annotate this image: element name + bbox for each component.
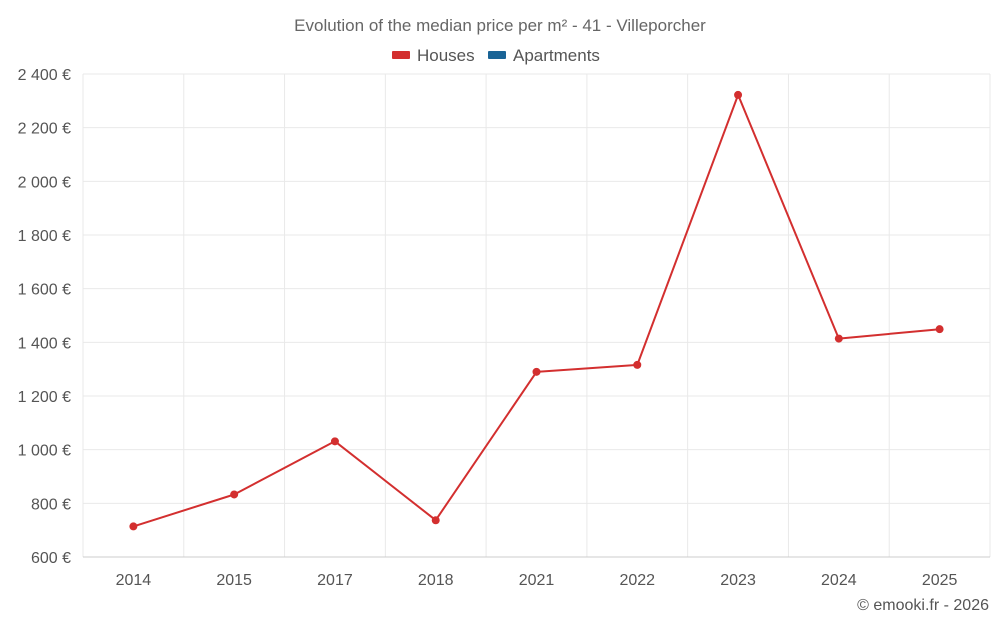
x-tick-label: 2014 [116, 572, 152, 589]
x-tick-label: 2025 [922, 572, 958, 589]
y-tick-label: 1 800 € [18, 228, 71, 245]
x-tick-label: 2015 [216, 572, 252, 589]
y-tick-label: 600 € [31, 550, 71, 567]
y-tick-label: 2 000 € [18, 174, 71, 191]
y-tick-label: 1 600 € [18, 282, 71, 299]
x-tick-label: 2023 [720, 572, 756, 589]
grid [82, 73, 991, 557]
series [129, 90, 944, 531]
legend-item-houses[interactable]: Houses [392, 46, 475, 65]
legend-label-houses: Houses [417, 46, 475, 65]
x-tick-label: 2021 [519, 572, 555, 589]
legend: Houses Apartments [392, 46, 600, 65]
data-point-houses[interactable] [431, 516, 440, 525]
data-point-houses[interactable] [129, 522, 138, 531]
legend-label-apartments: Apartments [513, 46, 600, 65]
x-tick-label: 2017 [317, 572, 353, 589]
chart-title: Evolution of the median price per m² - 4… [294, 16, 706, 35]
data-point-houses[interactable] [330, 437, 339, 446]
x-tick-label: 2024 [821, 572, 857, 589]
data-point-houses[interactable] [532, 367, 541, 376]
data-point-houses[interactable] [230, 490, 239, 499]
data-point-houses[interactable] [935, 325, 944, 334]
legend-swatch-apartments [488, 51, 506, 59]
x-tick-label: 2022 [619, 572, 655, 589]
series-line-houses [133, 93, 940, 528]
y-tick-label: 800 € [31, 496, 71, 513]
y-tick-label: 1 000 € [18, 443, 71, 460]
y-tick-label: 1 200 € [18, 389, 71, 406]
legend-swatch-houses [392, 51, 410, 59]
legend-item-apartments[interactable]: Apartments [488, 46, 600, 65]
data-point-houses[interactable] [734, 90, 743, 99]
y-tick-label: 2 200 € [18, 121, 71, 138]
data-point-houses[interactable] [633, 360, 642, 369]
data-point-houses[interactable] [834, 334, 843, 343]
credit-text: © emooki.fr - 2026 [857, 597, 989, 614]
y-tick-label: 2 400 € [18, 67, 71, 84]
x-tick-label: 2018 [418, 572, 454, 589]
axes: 600 € 800 € 1 000 € 1 200 € 1 400 € 1 600 € 1 … [18, 67, 990, 589]
y-tick-label: 1 400 € [18, 335, 71, 352]
